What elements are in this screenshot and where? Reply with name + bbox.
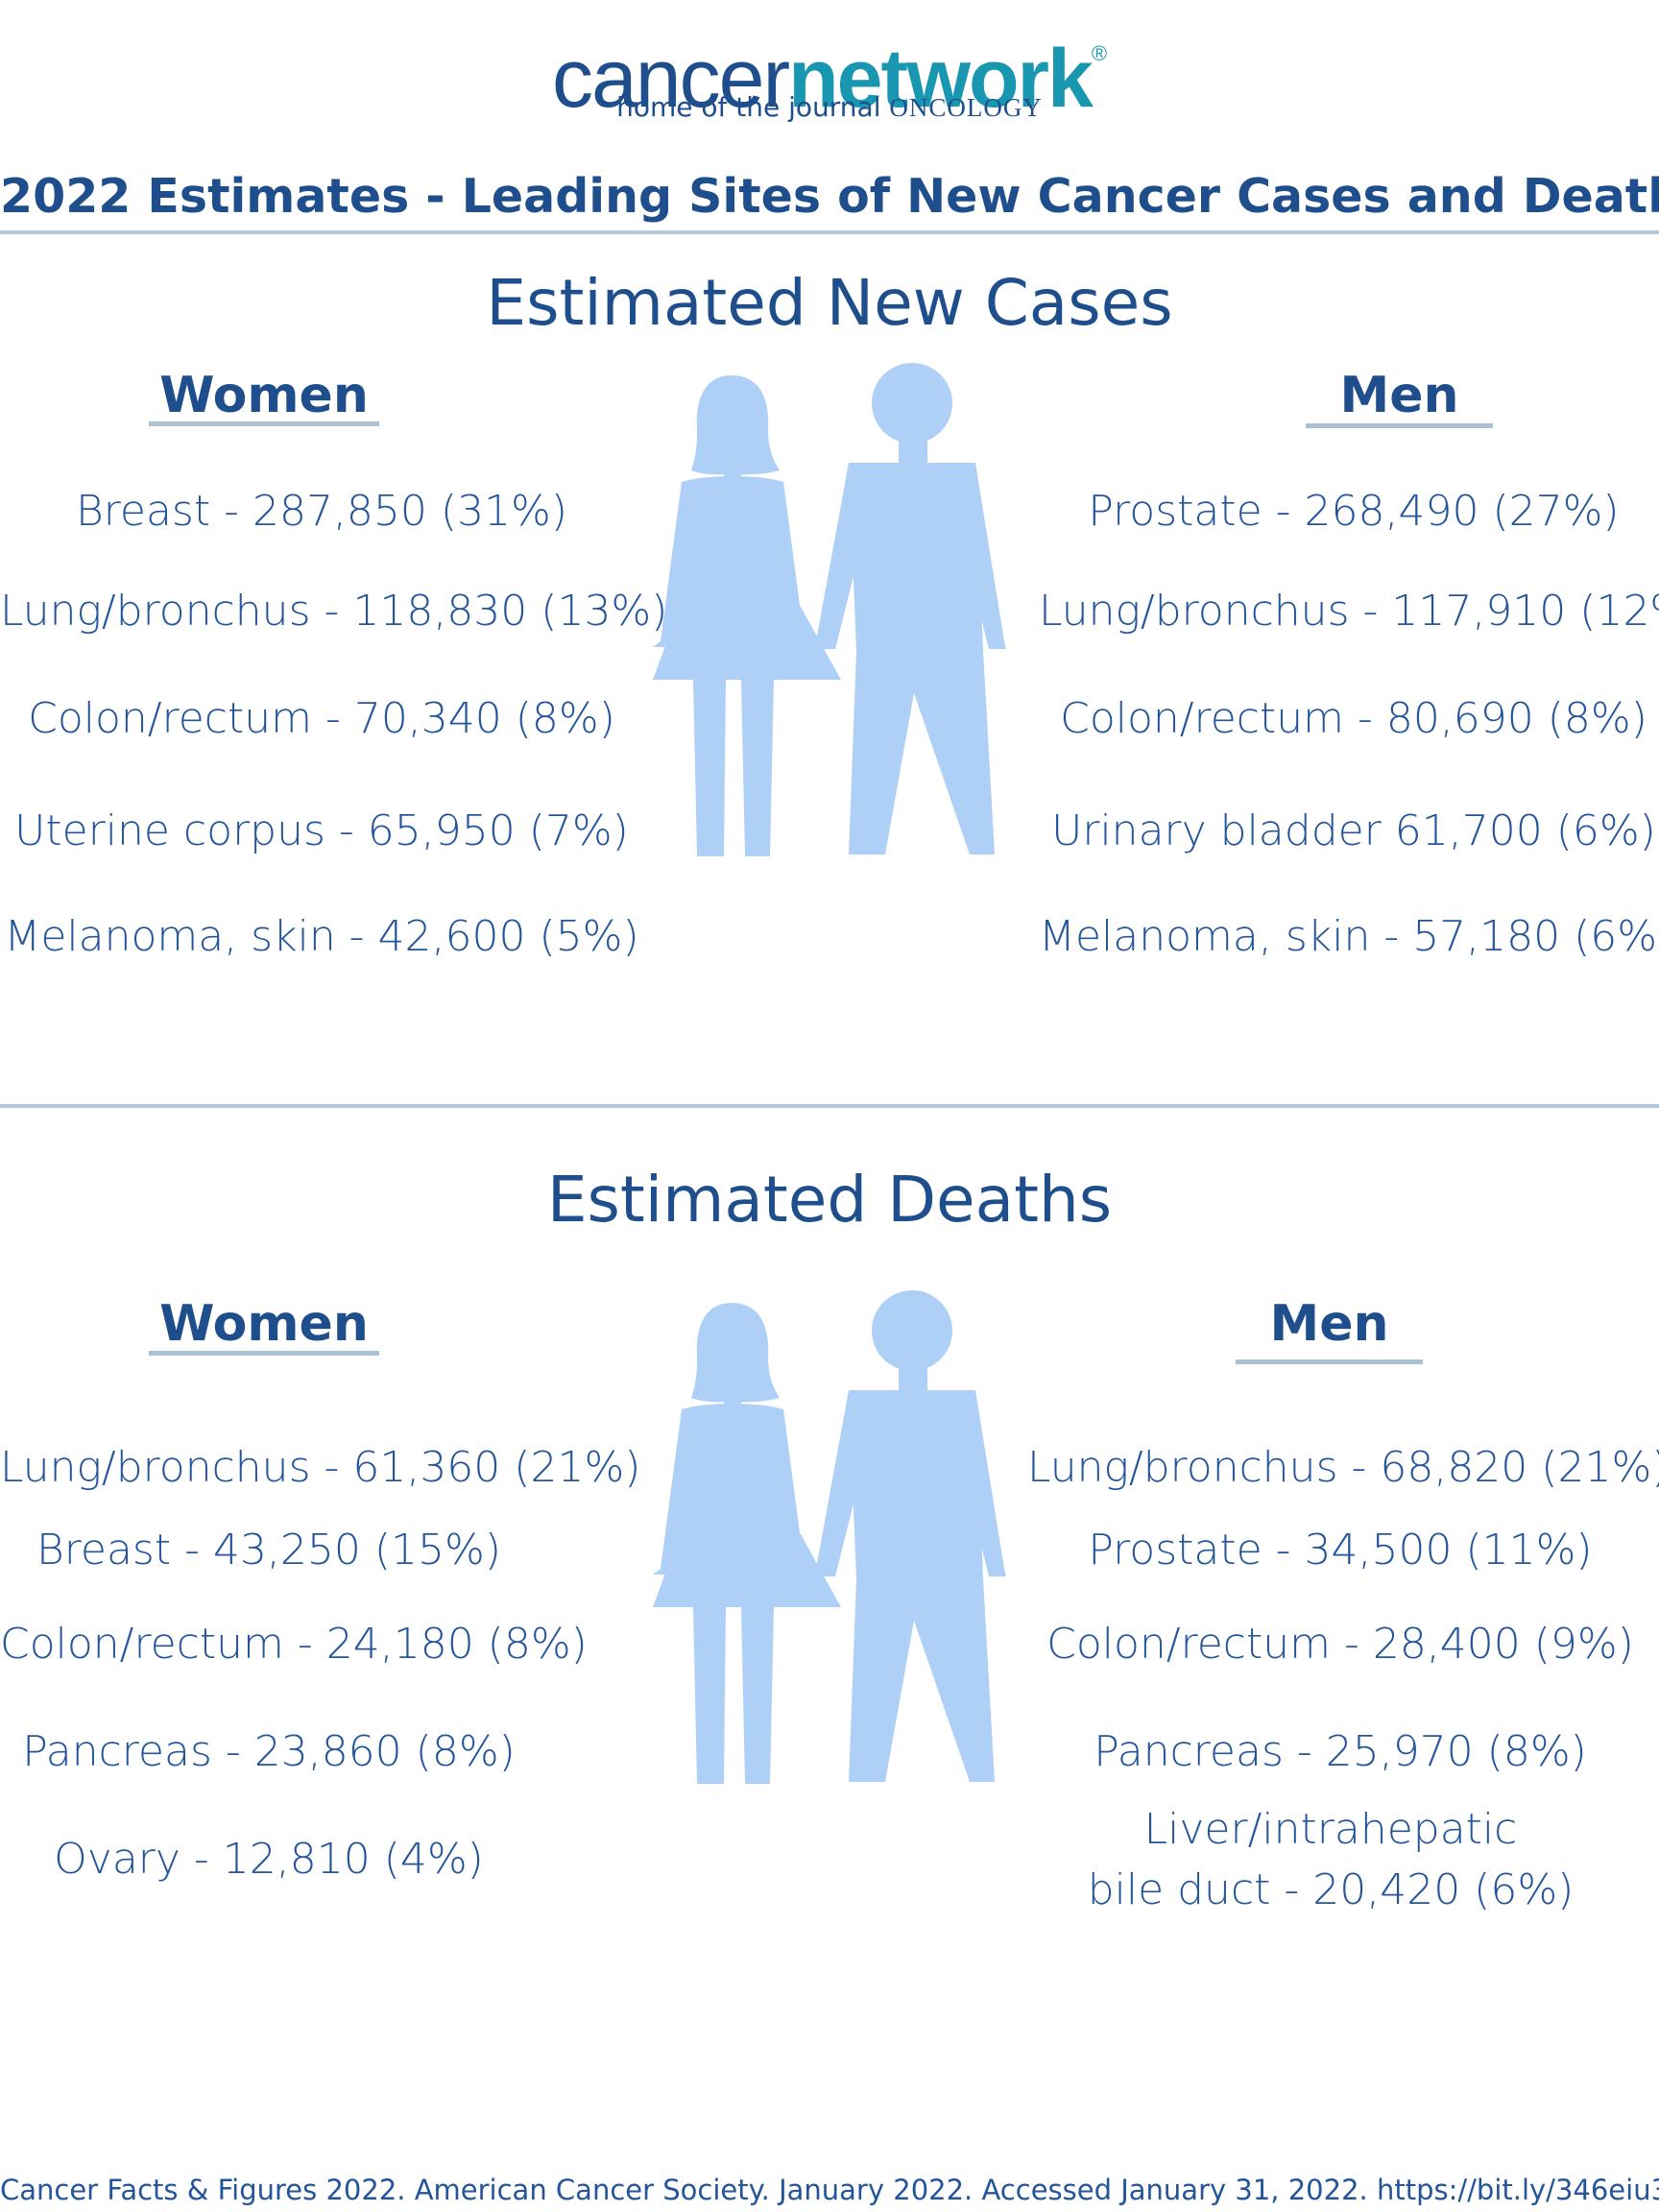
list-item: Pancreas - 23,860 (8%) [22,1727,516,1776]
list-item: Prostate - 34,500 (11%) [1088,1526,1593,1575]
list-item: Colon/rectum - 24,180 (8%) [0,1620,588,1669]
new-cases-men-underline [1306,423,1493,428]
page-title: 2022 Estimates - Leading Sites of New Ca… [0,169,1659,224]
couple-figure-svg [653,363,1006,856]
woman-figure-icon [653,375,841,856]
deaths-men-underline [1236,1359,1423,1364]
list-item: Lung/bronchus - 68,820 (21%) [1027,1443,1659,1492]
citation-text: Cancer Facts & Figures 2022. American Ca… [0,2174,1659,2206]
man-figure-icon [816,1290,1006,1782]
list-item: Pancreas - 25,970 (8%) [1094,1727,1587,1776]
title-divider [0,230,1659,234]
logo-word-network: network [788,33,1094,125]
list-item: Melanoma, skin - 57,180 (6%) [1039,912,1659,961]
list-item: Colon/rectum - 70,340 (8%) [28,694,615,743]
list-item: Ovary - 12,810 (4%) [54,1835,484,1884]
logo-tagline: home of the journal ONCOLOGY [0,90,1659,125]
brand-logo: cancernetwork® home of the journal ONCOL… [0,6,1659,131]
new-cases-women-label: Women [159,367,369,424]
deaths-women-underline [149,1351,379,1356]
new-cases-women-underline [149,421,379,426]
woman-figure-icon [653,1303,841,1784]
couple-figure-svg [653,1290,1006,1784]
man-figure-icon [816,363,1006,854]
list-item: Colon/rectum - 80,690 (8%) [1060,694,1647,743]
logo-wordmark: cancernetwork® [0,6,1659,127]
logo-tagline-journal: ONCOLOGY [889,93,1043,122]
list-item: Lung/bronchus - 117,910 (12%) [1039,587,1659,636]
list-item: Melanoma, skin - 42,600 (5%) [4,912,639,961]
couple-figure [653,363,1008,857]
list-item: Colon/rectum - 28,400 (9%) [1046,1620,1634,1669]
couple-figure [653,1290,1008,1785]
list-item: Lung/bronchus - 118,830 (13%) [0,587,668,636]
new-cases-men-label: Men [1339,367,1459,424]
deaths-men-label: Men [1269,1295,1389,1353]
list-item: bile duct - 20,420 (6%) [1087,1865,1575,1914]
new-cases-heading: Estimated New Cases [486,266,1173,340]
deaths-heading: Estimated Deaths [546,1163,1113,1237]
list-item: Breast - 287,850 (31%) [75,487,568,536]
list-item: Breast - 43,250 (15%) [36,1526,502,1575]
logo-tagline-text: home of the journal [616,91,881,123]
section-divider [0,1104,1659,1108]
list-item: Uterine corpus - 65,950 (7%) [14,806,629,855]
list-item: Urinary bladder 61,700 (6%) [1051,806,1656,855]
list-item: Lung/bronchus - 61,360 (21%) [0,1443,641,1492]
logo-registered-mark: ® [1091,41,1108,65]
list-item: Liver/intrahepatic [1143,1805,1518,1854]
deaths-women-label: Women [159,1295,369,1353]
logo-word-cancer: cancer [551,33,790,125]
list-item: Prostate - 268,490 (27%) [1088,487,1620,536]
